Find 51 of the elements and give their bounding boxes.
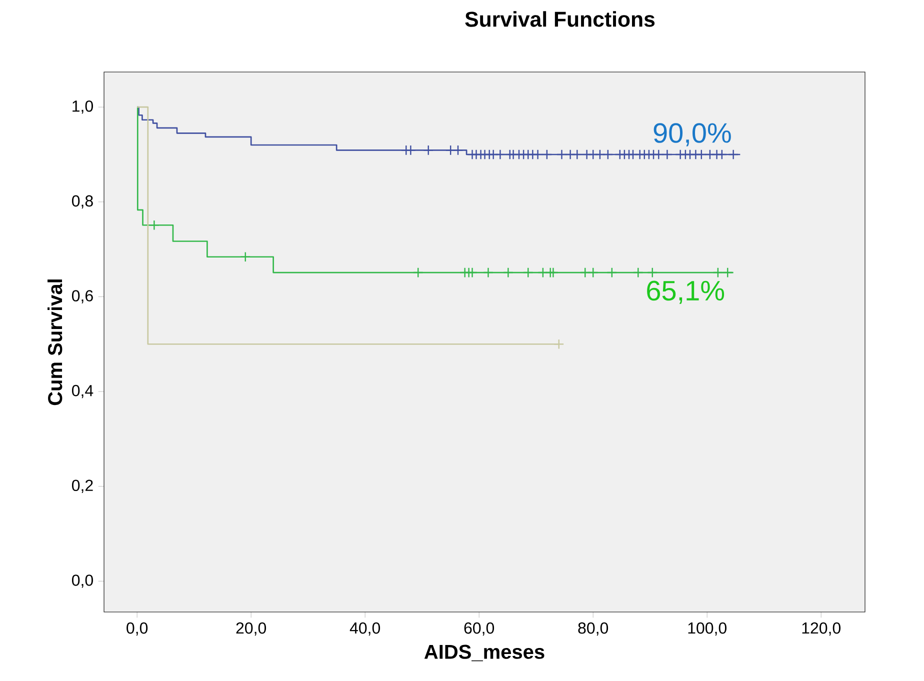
point	[716, 149, 728, 160]
x-tick-label: 60,0	[464, 622, 494, 636]
point	[722, 267, 733, 278]
x-tick-label: 80,0	[578, 622, 608, 636]
y-tick-label: 0,6	[72, 290, 93, 304]
x-axis-title: AIDS_meses	[424, 644, 544, 662]
point	[696, 149, 707, 160]
annotation: 65,1%	[647, 280, 724, 304]
point	[148, 220, 160, 230]
x-tick-label: 40,0	[350, 622, 380, 636]
point	[580, 267, 590, 278]
point	[542, 149, 552, 160]
y-tick-label: 1,0	[72, 100, 93, 114]
point	[532, 149, 544, 160]
point	[423, 144, 434, 156]
point	[662, 149, 672, 160]
point	[632, 267, 644, 278]
point	[522, 267, 534, 278]
x-tick-label: 20,0	[236, 622, 266, 636]
point	[602, 149, 614, 160]
y-tick-label: 0,8	[72, 195, 93, 209]
point	[572, 149, 582, 160]
point	[556, 149, 568, 160]
point	[548, 267, 558, 278]
x-tick-label: 0,0	[126, 622, 148, 636]
point	[494, 149, 506, 160]
point	[452, 144, 464, 156]
point	[538, 267, 548, 278]
point	[647, 267, 658, 278]
point	[554, 338, 564, 350]
annotation: 90,0%	[654, 123, 731, 146]
point	[728, 149, 739, 160]
point	[712, 267, 724, 278]
y-axis-title: Cum Survival	[48, 280, 62, 406]
y-tick-label: 0,2	[72, 480, 93, 493]
point	[653, 149, 664, 160]
point	[240, 252, 251, 262]
point	[588, 149, 598, 160]
point	[466, 267, 478, 278]
x-tick-label: 100,0	[688, 622, 726, 636]
y-tick-label: 0,0	[72, 574, 93, 588]
point	[502, 267, 514, 278]
point	[588, 267, 598, 278]
point	[412, 267, 424, 278]
y-tick-label: 0,4	[72, 384, 94, 398]
point	[482, 267, 494, 278]
x-tick-label: 120,0	[802, 622, 841, 636]
point	[594, 149, 606, 160]
point	[606, 267, 618, 278]
point	[445, 144, 456, 156]
chart-title: Survival Functions	[465, 11, 655, 27]
